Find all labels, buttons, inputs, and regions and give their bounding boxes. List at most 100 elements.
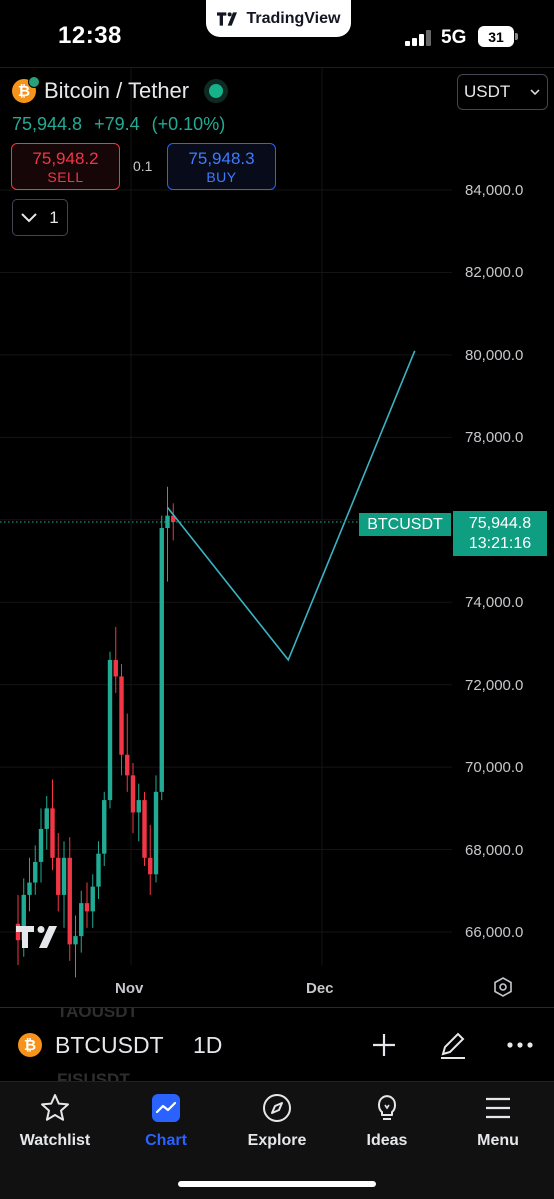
sell-label: SELL	[47, 168, 84, 185]
ticker-price-tag: BTCUSDT	[359, 513, 451, 536]
price-axis-label: 70,000.0	[465, 759, 524, 776]
symbol-header[interactable]: ₿ Bitcoin / Tether	[12, 76, 224, 104]
lightbulb-icon	[378, 1095, 396, 1120]
indicators-toggle-button[interactable]: 1	[12, 199, 68, 236]
time-axis-label: Nov	[115, 980, 144, 997]
candle-body	[50, 808, 55, 858]
chart-icon	[152, 1094, 180, 1122]
last-price: 75,944.8	[12, 114, 83, 134]
plus-icon[interactable]	[369, 1030, 399, 1060]
candle-body	[165, 515, 170, 529]
hamburger-icon	[486, 1097, 510, 1119]
candle-body	[67, 857, 72, 945]
interval-selector[interactable]: 1D	[193, 1032, 223, 1058]
candle-body	[21, 894, 26, 941]
candle-body	[153, 791, 159, 875]
candle-body	[171, 515, 176, 523]
candle-body	[136, 800, 141, 813]
nav-menu[interactable]: Menu	[448, 1092, 548, 1152]
nav-label: Explore	[247, 1132, 307, 1149]
price-summary: 75,944.8 +79.4 (+0.10%)	[12, 114, 232, 135]
price-change: +79.4	[94, 114, 140, 134]
price-axis-label: 78,000.0	[465, 429, 524, 446]
candle-body	[38, 828, 44, 862]
pen-icon[interactable]	[437, 1030, 467, 1060]
price-change-percent: (+0.10%)	[151, 114, 226, 134]
price-axis-label: 74,000.0	[465, 594, 524, 611]
ghost-watchlist-item: FISUSDT	[57, 1070, 130, 1081]
battery-icon: 31	[478, 26, 518, 47]
candle-body	[61, 857, 67, 895]
tether-icon	[28, 76, 40, 88]
bottom-navigation: Watchlist Chart Explore Ideas	[0, 1081, 554, 1199]
nav-label: Ideas	[366, 1132, 408, 1149]
nav-ideas[interactable]: Ideas	[337, 1092, 437, 1152]
candle-body	[90, 886, 95, 912]
indicator-count: 1	[49, 207, 59, 227]
spread-value: 0.1	[133, 158, 153, 174]
app-pill-label: TradingView	[246, 9, 341, 27]
candle-body	[79, 903, 84, 937]
currency-select[interactable]: USDT	[457, 74, 548, 110]
candle-body	[44, 808, 49, 829]
status-bar: 12:38 TradingView 5G 31	[0, 0, 554, 70]
bar-countdown: 13:21:16	[468, 534, 532, 552]
nav-label: Chart	[145, 1132, 187, 1149]
divider	[0, 67, 554, 68]
price-axis-label: 68,000.0	[465, 842, 524, 859]
buy-button[interactable]: 75,948.3 BUY	[167, 143, 276, 190]
candle-body	[119, 676, 124, 755]
candle-body	[125, 754, 130, 776]
price-axis-label: 66,000.0	[465, 924, 524, 941]
trend-drawing	[166, 350, 416, 662]
candle-body	[56, 857, 61, 895]
nav-chart[interactable]: Chart	[116, 1092, 216, 1152]
candle-body	[107, 659, 113, 801]
candle-body	[102, 800, 107, 854]
compass-icon	[263, 1094, 291, 1122]
tradingview-watermark-icon	[16, 926, 57, 948]
status-time: 12:38	[58, 22, 122, 49]
candle-body	[33, 861, 38, 883]
price-axis-label: 80,000.0	[465, 347, 524, 364]
price-axis-label: 82,000.0	[465, 264, 524, 281]
nav-watchlist[interactable]: Watchlist	[5, 1092, 105, 1152]
bitcoin-icon: ₿	[18, 1033, 42, 1057]
ghost-watchlist-item: TAOUSDT	[57, 1007, 138, 1021]
candle-body	[113, 659, 118, 677]
price-axis-label: 84,000.0	[465, 182, 524, 199]
symbol-selector[interactable]: BTCUSDT	[55, 1032, 164, 1058]
buy-label: BUY	[206, 168, 237, 185]
candle-body	[142, 800, 147, 858]
chart-settings-icon[interactable]	[492, 976, 514, 998]
network-label: 5G	[441, 27, 467, 48]
app-indicator-pill[interactable]: TradingView	[206, 0, 351, 37]
sell-price: 75,948.2	[32, 148, 99, 168]
chevron-down-icon	[21, 212, 37, 222]
chevron-down-icon	[530, 89, 540, 95]
candle-body	[148, 857, 153, 875]
candle-body	[130, 775, 136, 813]
buy-price: 75,948.3	[188, 148, 255, 168]
nav-explore[interactable]: Explore	[227, 1092, 327, 1152]
signal-icon	[405, 30, 431, 46]
currency-value: USDT	[464, 82, 511, 101]
tradingview-logo-icon	[216, 11, 237, 26]
star-icon	[41, 1094, 69, 1121]
nav-label: Menu	[477, 1132, 519, 1149]
sell-button[interactable]: 75,948.2 SELL	[11, 143, 120, 190]
symbol-title[interactable]: Bitcoin / Tether	[44, 78, 190, 103]
home-indicator	[178, 1181, 376, 1187]
last-price-value: 75,944.8	[468, 514, 532, 532]
price-axis-label: 72,000.0	[465, 677, 524, 694]
more-icon[interactable]	[505, 1030, 535, 1060]
candle-body	[27, 882, 32, 895]
bitcoin-icon: ₿	[12, 76, 40, 103]
candle-body	[73, 936, 78, 945]
symbol-bar: TAOUSDT FISUSDT ₿ BTCUSDT 1D	[0, 1007, 554, 1081]
last-price-tag: 75,944.8 13:21:16	[453, 511, 547, 556]
market-open-indicator	[209, 84, 224, 98]
time-axis-label: Dec	[306, 980, 334, 997]
candle-body	[84, 903, 90, 912]
candle-body	[96, 853, 101, 887]
